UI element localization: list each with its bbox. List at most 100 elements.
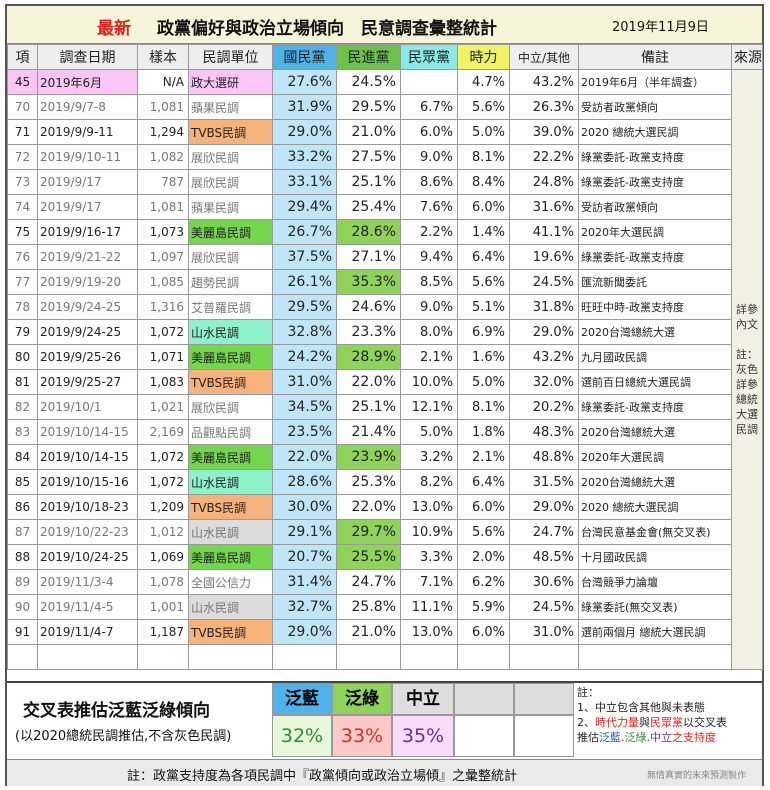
table-row: 73 2019/9/17 787 展欣民調 33.1% 25.1% 8.6% 8.4% 24.8… bbox=[7, 169, 763, 195]
row-dpp: 21.0% bbox=[336, 619, 401, 645]
table-row: 79 2019/9/24-25 1,072 山水民調 32.8% 23.3% 8.0% 6.9… bbox=[7, 319, 763, 345]
row-tpp: 8.0% bbox=[400, 319, 458, 345]
row-org: 美麗島民調 bbox=[188, 544, 273, 570]
blank-row bbox=[7, 644, 763, 670]
pan-blue-header: 泛藍 bbox=[272, 683, 332, 715]
footer: 註：政黨支持度為各項民調中『政黨傾向或政治立場傾』之彙整統計 無情真實的未來預測… bbox=[7, 759, 762, 786]
table-row: 85 2019/10/15-16 1,072 山水民調 28.6% 25.3% 8.2% 6.… bbox=[7, 469, 763, 495]
row-npp: 6.0% bbox=[457, 619, 510, 645]
table-row: 71 2019/9/9-11 1,294 TVBS民調 29.0% 21.0% 6.0% 5.… bbox=[7, 119, 763, 145]
row-npp: 6.0% bbox=[457, 494, 510, 520]
notes-line1: 註： bbox=[577, 686, 599, 699]
row-dpp: 25.8% bbox=[336, 594, 401, 620]
row-date: 2019/10/14-15 bbox=[37, 444, 138, 470]
row-neutral: 32.0% bbox=[509, 369, 579, 395]
row-npp: 6.4% bbox=[457, 244, 510, 270]
row-note: 2020年大選民調 bbox=[578, 444, 732, 470]
row-dpp: 25.1% bbox=[336, 169, 401, 195]
row-note: 十月國政民調 bbox=[578, 544, 732, 570]
row-neutral: 31.5% bbox=[509, 469, 579, 495]
row-sample: 1,072 bbox=[137, 469, 189, 495]
row-id: 45 bbox=[7, 69, 38, 95]
row-date: 2019/10/15-16 bbox=[37, 469, 138, 495]
row-neutral: 31.8% bbox=[509, 294, 579, 320]
table-row: 90 2019/11/4-5 1,001 山水民調 32.7% 25.8% 11.1% 5.9… bbox=[7, 594, 763, 620]
table-row: 76 2019/9/21-22 1,097 展欣民調 37.5% 27.1% 9.4% 6.4… bbox=[7, 244, 763, 270]
row-neutral: 20.2% bbox=[509, 394, 579, 420]
row-neutral: 43.2% bbox=[509, 69, 579, 95]
row-date: 2019/9/24-25 bbox=[37, 319, 138, 345]
row-note: 旺旺中時-政黨支持度 bbox=[578, 294, 732, 320]
row-tpp: 7.6% bbox=[400, 194, 458, 220]
row-id: 80 bbox=[7, 344, 38, 370]
row-note: 匯流新聞委託 bbox=[578, 269, 732, 295]
pan-blue-value: 32% bbox=[272, 715, 332, 757]
row-id: 86 bbox=[7, 494, 38, 520]
col-header-kmt: 國民黨 bbox=[272, 44, 337, 70]
row-kmt: 29.0% bbox=[272, 619, 337, 645]
row-date: 2019/9/17 bbox=[37, 169, 138, 195]
row-org: 山水民調 bbox=[188, 469, 273, 495]
neutral-header: 中立 bbox=[392, 683, 454, 715]
row-org: 蘋果民調 bbox=[188, 94, 273, 120]
row-tpp: 10.0% bbox=[400, 369, 458, 395]
row-dpp: 35.3% bbox=[336, 269, 401, 295]
row-sample: 1,082 bbox=[137, 144, 189, 170]
row-kmt: 27.6% bbox=[272, 69, 337, 95]
row-id: 79 bbox=[7, 319, 38, 345]
row-note: 2020台灣總統大選 bbox=[578, 319, 732, 345]
row-kmt: 31.0% bbox=[272, 369, 337, 395]
row-dpp: 25.4% bbox=[336, 194, 401, 220]
row-npp: 6.4% bbox=[457, 469, 510, 495]
row-id: 87 bbox=[7, 519, 38, 545]
row-neutral: 24.5% bbox=[509, 594, 579, 620]
row-kmt: 20.7% bbox=[272, 544, 337, 570]
poll-table: 項 調查日期 樣本 民調單位 國民黨 民進黨 民眾黨 時力 中立/其他 備註 來… bbox=[7, 44, 763, 670]
row-dpp: 22.0% bbox=[336, 369, 401, 395]
row-org: 山水民調 bbox=[188, 594, 273, 620]
table-header-row: 項 調查日期 樣本 民調單位 國民黨 民進黨 民眾黨 時力 中立/其他 備註 來… bbox=[7, 44, 763, 70]
table-row: 70 2019/9/7-8 1,081 蘋果民調 31.9% 29.5% 6.7% 5.6% 2… bbox=[7, 94, 763, 120]
row-neutral: 48.5% bbox=[509, 544, 579, 570]
row-dpp: 22.0% bbox=[336, 494, 401, 520]
blank-cell bbox=[188, 644, 273, 670]
row-neutral: 26.3% bbox=[509, 94, 579, 120]
table-row: 75 2019/9/16-17 1,073 美麗島民調 26.7% 28.6% 2.2% 1.… bbox=[7, 219, 763, 245]
row-date: 2019/9/19-20 bbox=[37, 269, 138, 295]
empty-header-cell bbox=[514, 683, 574, 715]
row-id: 84 bbox=[7, 444, 38, 470]
source-column: 詳參內文 註：灰色詳參總統大選民調 bbox=[731, 69, 763, 670]
row-sample: 1,021 bbox=[137, 394, 189, 420]
notes-line4: 推估泛藍.泛綠.中立之支持度 bbox=[577, 730, 762, 745]
row-neutral: 39.0% bbox=[509, 119, 579, 145]
row-neutral: 22.2% bbox=[509, 144, 579, 170]
row-note: 九月國政民調 bbox=[578, 344, 732, 370]
notes-and: 與 bbox=[639, 716, 650, 729]
row-date: 2019/10/22-23 bbox=[37, 519, 138, 545]
row-neutral: 48.3% bbox=[509, 419, 579, 445]
col-header-tpp: 民眾黨 bbox=[400, 44, 458, 70]
row-note: 綠黨委託-政黨支持度 bbox=[578, 244, 732, 270]
row-dpp: 27.1% bbox=[336, 244, 401, 270]
row-tpp: 2.1% bbox=[400, 344, 458, 370]
table-row: 84 2019/10/14-15 1,072 美麗島民調 22.0% 23.9% 3.2% 2… bbox=[7, 444, 763, 470]
row-sample: 1,316 bbox=[137, 294, 189, 320]
row-org: 美麗島民調 bbox=[188, 344, 273, 370]
row-sample: 1,187 bbox=[137, 619, 189, 645]
row-note: 2020 總統大選民調 bbox=[578, 494, 732, 520]
table-row: 74 2019/9/17 1,081 蘋果民調 29.4% 25.4% 7.6% 6.0% 31… bbox=[7, 194, 763, 220]
row-dpp: 29.7% bbox=[336, 519, 401, 545]
row-org: 美麗島民調 bbox=[188, 444, 273, 470]
notes-line3: 2、時代力量與民眾黨以交叉表 bbox=[577, 715, 762, 730]
row-sample: 1,069 bbox=[137, 544, 189, 570]
notes-tpp: 民眾黨 bbox=[650, 716, 683, 729]
row-sample: 1,081 bbox=[137, 194, 189, 220]
row-sample: 1,097 bbox=[137, 244, 189, 270]
row-neutral: 31.6% bbox=[509, 194, 579, 220]
row-sample: 1,085 bbox=[137, 269, 189, 295]
row-id: 75 bbox=[7, 219, 38, 245]
row-tpp: 10.9% bbox=[400, 519, 458, 545]
footer-credit: 無情真實的未來預測製作 bbox=[647, 771, 747, 781]
row-kmt: 28.6% bbox=[272, 469, 337, 495]
row-note: 綠黨委託(無交叉表) bbox=[578, 594, 732, 620]
